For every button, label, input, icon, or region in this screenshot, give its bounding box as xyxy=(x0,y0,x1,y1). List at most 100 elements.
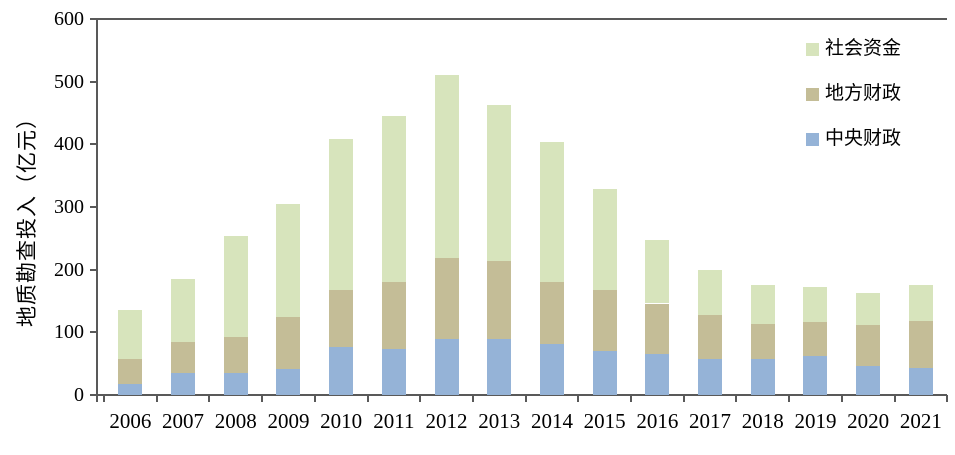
bar-segment-地方财政-2019 xyxy=(803,321,828,356)
bar-segment-中央财政-2013 xyxy=(487,339,512,395)
x-tick xyxy=(524,395,527,402)
y-tick xyxy=(90,268,97,271)
x-tick xyxy=(946,395,949,402)
bar-segment-社会资金-2006 xyxy=(118,310,143,359)
y-tick xyxy=(90,143,97,146)
legend: 社会资金地方财政中央财政 xyxy=(806,39,901,149)
y-tick-label: 0 xyxy=(74,384,84,406)
bar-segment-中央财政-2020 xyxy=(856,365,881,395)
bar-segment-社会资金-2007 xyxy=(171,279,196,342)
x-axis-label: 2012 xyxy=(425,409,468,433)
x-axis-label: 2008 xyxy=(214,409,257,433)
x-axis-label: 2015 xyxy=(583,409,626,433)
bar-segment-中央财政-2008 xyxy=(223,373,248,395)
bar-segment-地方财政-2006 xyxy=(118,358,143,384)
x-axis-label: 2013 xyxy=(478,409,521,433)
legend-label: 中央财政 xyxy=(825,128,902,149)
bar-segment-地方财政-2007 xyxy=(171,341,196,374)
x-axis-label: 2007 xyxy=(162,409,205,433)
legend-swatch-icon xyxy=(806,132,819,146)
x-axis-label: 2021 xyxy=(899,409,942,433)
bar-segment-社会资金-2012 xyxy=(434,75,459,259)
legend-swatch-icon xyxy=(806,87,819,101)
bar-segment-中央财政-2021 xyxy=(908,368,933,395)
x-axis-label: 2010 xyxy=(320,409,363,433)
y-tick-label: 500 xyxy=(54,70,84,93)
x-tick xyxy=(155,395,158,402)
x-axis-line xyxy=(90,394,947,396)
x-tick xyxy=(893,395,896,402)
x-tick xyxy=(313,395,316,402)
bar-segment-社会资金-2010 xyxy=(329,138,354,290)
bar-segment-地方财政-2020 xyxy=(856,324,881,366)
plot-top-border xyxy=(90,18,947,20)
bar-segment-中央财政-2010 xyxy=(329,347,354,395)
y-tick-label: 300 xyxy=(54,196,84,218)
bar-segment-社会资金-2009 xyxy=(276,204,301,318)
bar-segment-地方财政-2008 xyxy=(223,336,248,374)
x-tick xyxy=(788,395,791,402)
x-tick xyxy=(577,395,580,402)
bar-segment-中央财政-2007 xyxy=(171,373,196,395)
y-tick xyxy=(90,18,97,20)
bar-segment-中央财政-2018 xyxy=(750,359,775,395)
x-tick xyxy=(419,395,422,402)
legend-item-地方财政: 地方财政 xyxy=(806,84,901,104)
bar-segment-社会资金-2020 xyxy=(856,292,881,325)
y-tick xyxy=(90,206,97,208)
legend-label: 地方财政 xyxy=(825,83,902,104)
bar-segment-社会资金-2018 xyxy=(750,285,775,325)
x-tick xyxy=(735,395,738,402)
bar-segment-社会资金-2017 xyxy=(698,270,723,316)
bar-segment-中央财政-2019 xyxy=(803,355,828,395)
bar-segment-地方财政-2017 xyxy=(698,315,723,359)
y-tick xyxy=(90,394,97,396)
bar-segment-社会资金-2019 xyxy=(803,286,828,322)
bar-segment-中央财政-2017 xyxy=(698,358,723,395)
x-tick xyxy=(471,395,474,402)
x-tick xyxy=(103,395,105,402)
x-tick xyxy=(208,395,211,402)
bar-segment-地方财政-2011 xyxy=(381,282,406,350)
bar-segment-中央财政-2016 xyxy=(645,354,670,395)
legend-swatch-icon xyxy=(806,42,819,56)
x-axis-label: 2011 xyxy=(373,409,415,433)
bar-segment-社会资金-2013 xyxy=(487,105,512,261)
y-tick-label: 400 xyxy=(54,133,84,156)
y-tick xyxy=(90,331,97,334)
bar-segment-中央财政-2011 xyxy=(381,349,406,395)
y-tick xyxy=(90,80,97,83)
x-axis-label: 2018 xyxy=(741,409,784,433)
bar-segment-社会资金-2014 xyxy=(539,142,564,282)
bar-segment-社会资金-2021 xyxy=(908,285,933,322)
x-axis-label: 2014 xyxy=(530,409,573,433)
x-tick xyxy=(840,395,843,402)
y-tick-label: 100 xyxy=(54,321,84,344)
x-axis-label: 2019 xyxy=(794,409,837,433)
bar-segment-社会资金-2016 xyxy=(645,239,670,304)
x-axis-label: 2006 xyxy=(109,409,152,433)
bar-segment-地方财政-2015 xyxy=(592,290,617,351)
bar-segment-地方财政-2009 xyxy=(276,317,301,369)
x-tick xyxy=(630,395,632,402)
bar-segment-地方财政-2021 xyxy=(908,321,933,369)
y-tick-label: 600 xyxy=(54,8,84,30)
bar-segment-地方财政-2010 xyxy=(329,289,354,348)
x-axis-label: 2009 xyxy=(267,409,310,433)
y-axis-line xyxy=(96,18,98,402)
y-axis-title: 地质勘查投入（亿元） xyxy=(15,107,39,327)
bar-segment-中央财政-2015 xyxy=(592,350,617,395)
legend-label: 社会资金 xyxy=(825,38,902,59)
bar-segment-社会资金-2008 xyxy=(223,236,248,337)
bar-segment-中央财政-2012 xyxy=(434,339,459,395)
bar-segment-地方财政-2016 xyxy=(645,303,670,355)
bar-segment-社会资金-2015 xyxy=(592,188,617,291)
bar-segment-中央财政-2014 xyxy=(539,343,564,395)
x-tick xyxy=(682,395,685,402)
y-tick-label: 200 xyxy=(54,258,84,281)
legend-item-中央财政: 中央财政 xyxy=(806,129,901,149)
bar-segment-地方财政-2013 xyxy=(487,260,512,340)
bar-segment-地方财政-2018 xyxy=(750,324,775,360)
bar-segment-中央财政-2006 xyxy=(118,383,143,395)
